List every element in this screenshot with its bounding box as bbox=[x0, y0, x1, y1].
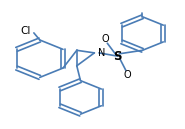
Text: Cl: Cl bbox=[21, 26, 31, 36]
Text: O: O bbox=[102, 34, 109, 44]
Text: N: N bbox=[98, 48, 105, 58]
Text: S: S bbox=[113, 50, 122, 63]
Text: O: O bbox=[124, 70, 132, 80]
